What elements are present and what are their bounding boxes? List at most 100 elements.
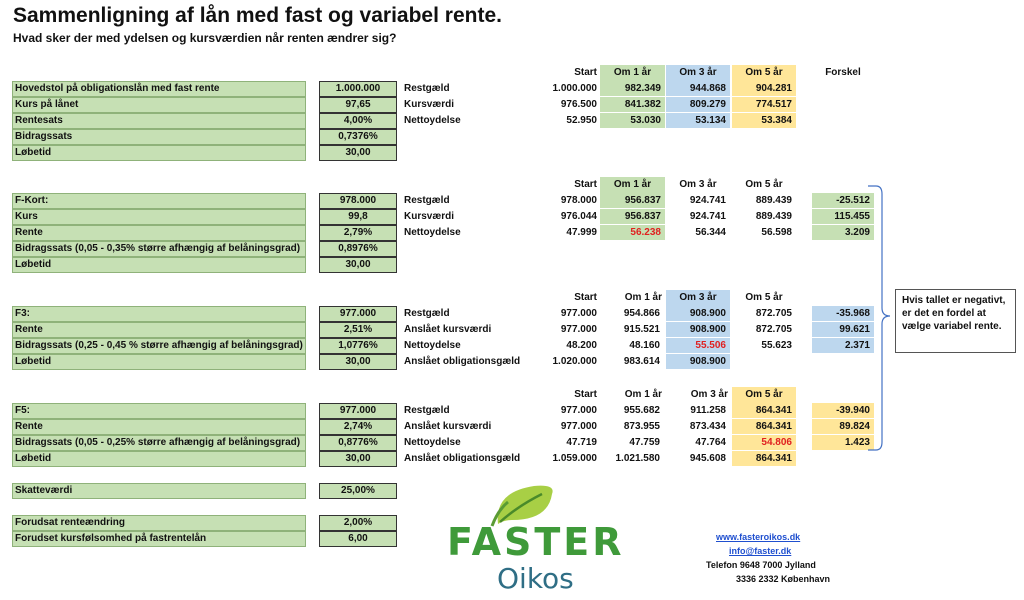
input-row-rente: Rente 2,51%	[12, 322, 397, 338]
input-value[interactable]: 30,00	[319, 257, 397, 273]
input-value[interactable]: 0,7376%	[319, 129, 397, 145]
input-row-rente: Rente 2,79%	[12, 225, 397, 241]
input-row-kurs: Kurs på lånet 97,65	[12, 97, 397, 113]
col-header-y5: Om 5 år	[745, 179, 783, 190]
input-value[interactable]: 1,0776%	[319, 338, 397, 354]
input-row-lobetid: Løbetid 30,00	[12, 451, 397, 467]
input-value[interactable]: 97,65	[319, 97, 397, 113]
website-link[interactable]: www.fasteroikos.dk	[716, 532, 801, 542]
cell-y5: 889.439	[755, 211, 792, 222]
cell-y3: 53.134	[666, 113, 730, 128]
input-value[interactable]: 2,51%	[319, 322, 397, 338]
input-value[interactable]: 0,8976%	[319, 241, 397, 257]
row-label: Nettoydelse	[404, 227, 461, 238]
cell-y5: 774.517	[732, 97, 796, 112]
note-box: Hvis tallet er negativt, er det en forde…	[895, 289, 1016, 353]
cell-y5: 864.341	[732, 403, 796, 418]
input-label: Løbetid	[12, 145, 306, 161]
cell-y5: 872.705	[755, 324, 792, 335]
input-row-f5: F5: 977.000	[12, 403, 397, 419]
input-value[interactable]: 30,00	[319, 354, 397, 370]
cell-y1: 956.837	[600, 193, 665, 208]
input-value[interactable]: 977.000	[319, 306, 397, 322]
row-label: Nettoydelse	[404, 340, 461, 351]
input-value[interactable]: 4,00%	[319, 113, 397, 129]
cell-diff: -39.940	[812, 403, 874, 418]
page-title: Sammenligning af lån med fast og variabe…	[13, 4, 502, 27]
cell-diff: 99.621	[812, 322, 874, 337]
input-value[interactable]: 2,00%	[319, 515, 397, 531]
input-value[interactable]: 6,00	[319, 531, 397, 547]
cell-start: 1.000.000	[552, 83, 598, 94]
row-label: Restgæld	[404, 195, 450, 206]
cell-y1: 56.238	[600, 225, 665, 240]
email-link[interactable]: info@faster.dk	[729, 546, 792, 556]
input-label: F5:	[12, 403, 306, 419]
cell-y1: 841.382	[600, 97, 665, 112]
cell-start: 977.000	[560, 308, 597, 319]
cell-y1: 53.030	[600, 113, 665, 128]
input-label: Bidragssats (0,05 - 0,35% større afhængi…	[12, 241, 306, 257]
input-value[interactable]: 2,74%	[319, 419, 397, 435]
row-label: Anslået kursværdi	[404, 324, 492, 335]
cell-start: 48.200	[566, 340, 597, 351]
input-label: Kurs	[12, 209, 306, 225]
cell-start: 52.950	[566, 115, 597, 126]
cell-start: 978.000	[560, 195, 597, 206]
cell-y5: 872.705	[755, 308, 792, 319]
input-value[interactable]: 978.000	[319, 193, 397, 209]
input-label: Rente	[12, 419, 306, 435]
col-header-y3: Om 3 år	[679, 179, 717, 190]
cell-y3: 47.764	[695, 437, 726, 448]
row-label: Restgæld	[404, 308, 450, 319]
row-label: Anslået obligationsgæld	[404, 453, 521, 464]
col-header-y1: Om 1 år	[624, 292, 662, 303]
row-label: Nettoydelse	[404, 115, 461, 126]
col-header-y3: Om 3 år	[666, 65, 730, 81]
input-label: Rente	[12, 225, 306, 241]
cell-y5: 55.623	[761, 340, 792, 351]
input-row-f3: F3: 977.000	[12, 306, 397, 322]
input-value[interactable]: 1.000.000	[319, 81, 397, 97]
input-row-sensitivity: Forudset kursfølsomhed på fastrentelån 6…	[12, 531, 397, 547]
input-label: Skatteværdi	[12, 483, 306, 499]
cell-y1: 955.682	[623, 405, 660, 416]
row-label: Restgæld	[404, 405, 450, 416]
cell-y5: 889.439	[755, 195, 792, 206]
cell-y3: 908.900	[666, 306, 730, 321]
input-value[interactable]: 30,00	[319, 145, 397, 161]
cell-y3: 924.741	[689, 195, 726, 206]
row-label: Kursværdi	[404, 99, 455, 110]
input-value[interactable]: 99,8	[319, 209, 397, 225]
col-header-y1: Om 1 år	[600, 177, 665, 193]
input-row-bidragssats: Bidragssats 0,7376%	[12, 129, 397, 145]
col-header-y5: Om 5 år	[732, 387, 796, 403]
input-label: F3:	[12, 306, 306, 322]
input-row-rente: Rente 2,74%	[12, 419, 397, 435]
col-header-diff: Forskel	[825, 67, 861, 78]
cell-y1: 982.349	[600, 81, 665, 96]
cell-y3: 873.434	[689, 421, 726, 432]
input-value[interactable]: 25,00%	[319, 483, 397, 499]
input-row-lobetid: Løbetid 30,00	[12, 354, 397, 370]
cell-diff: 1.423	[812, 435, 874, 450]
cell-y1: 954.866	[623, 308, 660, 319]
col-header-start: Start	[574, 389, 597, 400]
col-header-start: Start	[574, 179, 597, 190]
cell-y1: 983.614	[623, 356, 660, 367]
cell-start: 47.999	[566, 227, 597, 238]
input-row-bidragssats: Bidragssats (0,25 - 0,45 % større afhæng…	[12, 338, 397, 354]
input-value[interactable]: 30,00	[319, 451, 397, 467]
input-row-rate-change: Forudsat renteændring 2,00%	[12, 515, 397, 531]
cell-y5: 864.341	[732, 419, 796, 434]
input-label: Bidragssats (0,05 - 0,25% større afhængi…	[12, 435, 306, 451]
contact-info: www.fasteroikos.dk info@faster.dk Telefo…	[706, 530, 830, 586]
input-value[interactable]: 977.000	[319, 403, 397, 419]
col-header-y5: Om 5 år	[732, 65, 796, 81]
row-label: Anslået obligationsgæld	[404, 356, 521, 367]
input-value[interactable]: 0,8776%	[319, 435, 397, 451]
input-label: Hovedstol på obligationslån med fast ren…	[12, 81, 306, 97]
cell-start: 977.000	[560, 324, 597, 335]
input-row-lobetid: Løbetid 30,00	[12, 145, 397, 161]
input-value[interactable]: 2,79%	[319, 225, 397, 241]
